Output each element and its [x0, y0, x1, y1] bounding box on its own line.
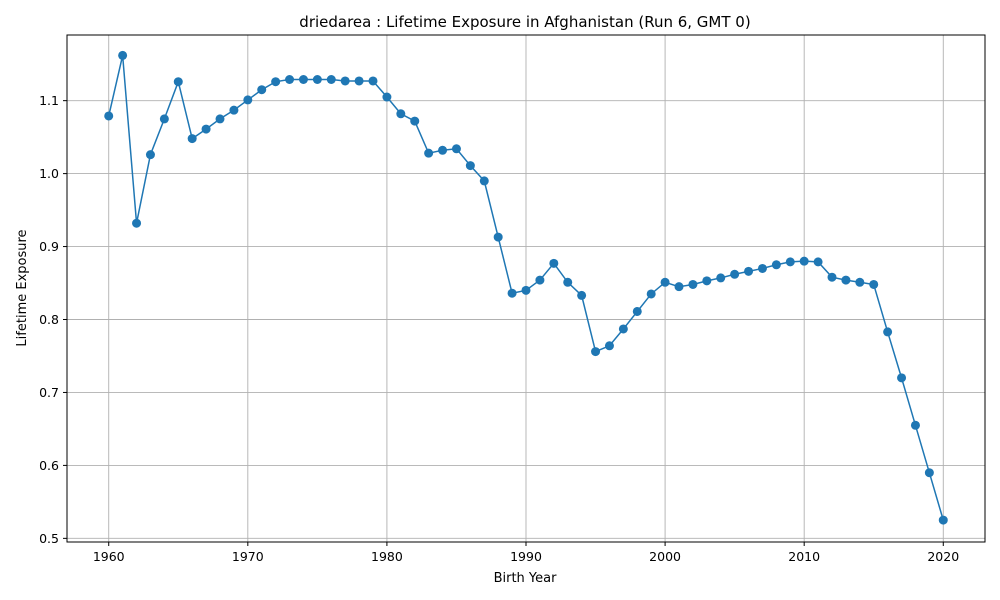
data-point	[507, 288, 517, 298]
x-axis-label: Birth Year	[494, 571, 558, 586]
data-point	[924, 468, 934, 478]
data-point	[340, 76, 350, 86]
data-point	[604, 341, 614, 351]
data-point	[577, 290, 587, 300]
data-point	[688, 279, 698, 289]
x-tick-label: 1990	[510, 549, 542, 564]
y-tick-label: 0.5	[39, 531, 59, 546]
chart-title: driedarea : Lifetime Exposure in Afghani…	[299, 13, 750, 31]
data-point	[910, 420, 920, 430]
data-point	[493, 232, 503, 242]
data-point	[702, 276, 712, 286]
data-point	[549, 258, 559, 268]
data-point	[382, 92, 392, 102]
data-point	[591, 347, 601, 357]
data-point	[799, 256, 809, 266]
data-point	[785, 257, 795, 267]
data-point	[521, 285, 531, 295]
data-point	[354, 76, 364, 86]
data-point	[855, 277, 865, 287]
x-axis: 1960 1970 1980 1990 2000 2010 2020	[93, 542, 959, 564]
data-point	[201, 124, 211, 134]
data-point	[410, 116, 420, 126]
data-point	[326, 74, 336, 84]
data-point	[159, 114, 169, 124]
y-axis: 0.5 0.6 0.7 0.8 0.9 1.0 1.1	[39, 93, 67, 546]
data-point	[883, 327, 893, 337]
y-tick-label: 0.7	[39, 385, 59, 400]
data-point	[479, 176, 489, 186]
data-point	[424, 148, 434, 158]
data-point	[298, 74, 308, 84]
data-point	[813, 257, 823, 267]
x-tick-label: 1960	[93, 549, 125, 564]
data-point	[618, 324, 628, 334]
data-point	[827, 272, 837, 282]
x-tick-label: 2000	[649, 549, 681, 564]
grid-lines	[67, 35, 985, 542]
y-axis-label: Lifetime Exposure	[15, 229, 30, 346]
data-point	[271, 77, 281, 87]
x-tick-label: 2020	[927, 549, 959, 564]
data-point	[744, 266, 754, 276]
series-exposure	[104, 50, 948, 525]
data-point	[563, 277, 573, 287]
y-tick-label: 1.0	[39, 166, 59, 181]
data-point	[118, 50, 128, 60]
x-tick-label: 1980	[371, 549, 403, 564]
data-point	[465, 161, 475, 171]
data-point	[243, 95, 253, 105]
x-tick-label: 1970	[232, 549, 264, 564]
data-point	[215, 114, 225, 124]
data-point	[632, 306, 642, 316]
data-point	[730, 269, 740, 279]
data-point	[757, 263, 767, 273]
data-point	[368, 76, 378, 86]
data-point	[646, 289, 656, 299]
data-point	[285, 74, 295, 84]
data-point	[145, 150, 155, 160]
data-point	[771, 260, 781, 270]
data-point	[104, 111, 114, 121]
data-point	[674, 282, 684, 292]
data-point	[173, 77, 183, 87]
data-point	[312, 74, 322, 84]
x-tick-label: 2010	[788, 549, 820, 564]
data-point	[229, 105, 239, 115]
data-point	[132, 218, 142, 228]
data-point	[660, 277, 670, 287]
y-tick-label: 0.6	[39, 458, 59, 473]
data-point	[451, 144, 461, 154]
data-point	[716, 273, 726, 283]
data-point	[869, 279, 879, 289]
data-point	[257, 85, 267, 95]
data-point	[535, 275, 545, 285]
data-point	[438, 145, 448, 155]
y-tick-label: 0.9	[39, 239, 59, 254]
data-point	[396, 109, 406, 119]
data-point	[841, 275, 851, 285]
data-point	[938, 515, 948, 525]
y-tick-label: 1.1	[39, 93, 59, 108]
y-tick-label: 0.8	[39, 312, 59, 327]
data-point	[187, 134, 197, 144]
data-point	[897, 373, 907, 383]
